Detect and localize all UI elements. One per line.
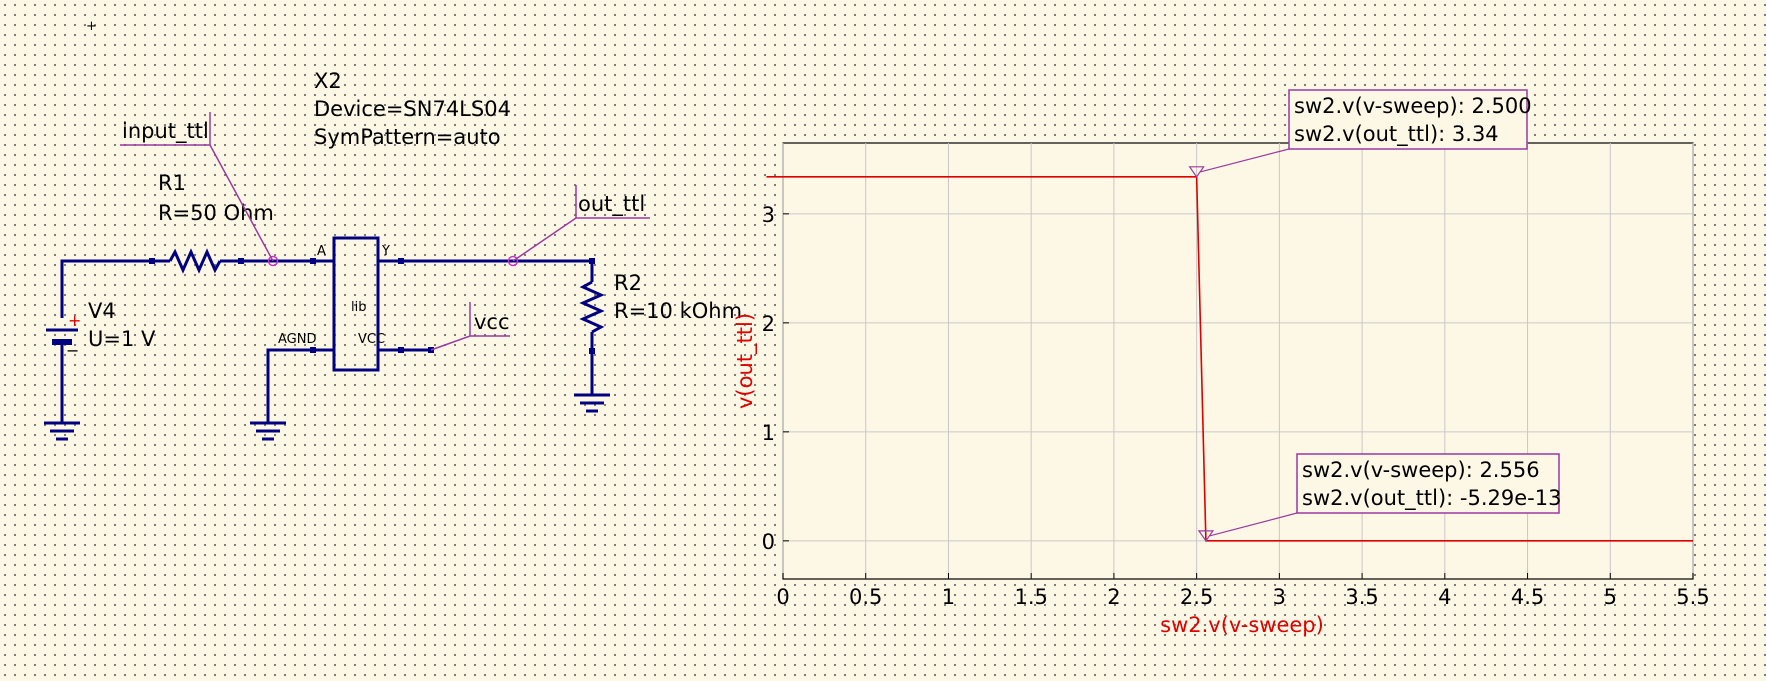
svg-text:out_ttl: out_ttl	[578, 192, 645, 217]
node-label-input-ttl[interactable]: input_ttl	[120, 112, 279, 267]
y-axis-label: v(out_ttl)	[733, 313, 758, 409]
x-tick-label: 0.5	[849, 585, 882, 609]
ground-symbol-2	[250, 418, 286, 441]
y-tick-label: 0	[762, 530, 775, 554]
x-axis-ticks: 0 0.5 1 1.5 2 2.5 3 3.5 4 4.5 5 5.5	[776, 573, 1710, 609]
x-tick-label: 3.5	[1345, 585, 1378, 609]
plot-markers[interactable]: sw2.v(v-sweep): 2.500 sw2.v(out_ttl): 3.3…	[1188, 89, 1562, 542]
x-tick-label: 0	[776, 585, 789, 609]
marker-leader	[1200, 148, 1290, 173]
node-label-vcc[interactable]: vcc	[430, 302, 510, 351]
y-tick-label: 3	[762, 203, 775, 227]
r2-param: R=10 kOhm	[614, 299, 742, 323]
cursor-crosshair: +	[86, 19, 97, 34]
marker-line1: sw2.v(v-sweep): 2.556	[1302, 458, 1540, 482]
node-label-out-ttl[interactable]: out_ttl	[507, 185, 651, 267]
ground-symbol-3	[574, 393, 610, 413]
series-line	[766, 175, 1693, 542]
y-axis-ticks: 0 1 2 3	[762, 203, 789, 554]
marker-leader	[1209, 512, 1298, 537]
marker-line1: sw2.v(v-sweep): 2.500	[1294, 94, 1532, 118]
x-tick-label: 2	[1107, 585, 1120, 609]
r1-name: R1	[158, 171, 186, 195]
schematic: + − V4 U=1 V R1 R=50 Ohm	[44, 69, 742, 441]
source-minus-sign: −	[66, 341, 79, 360]
resistor-r2[interactable]	[579, 258, 605, 395]
marker-1[interactable]: sw2.v(v-sweep): 2.500 sw2.v(out_ttl): 3.3…	[1188, 89, 1532, 178]
marker-line2: sw2.v(out_ttl): -5.29e-13	[1302, 486, 1561, 511]
resistor-r1[interactable]	[149, 248, 244, 274]
inverter-sympattern: SymPattern=auto	[314, 125, 501, 149]
x-axis-label: sw2.v(v-sweep)	[1160, 613, 1324, 637]
pin-vcc-label: VCC	[358, 332, 385, 347]
inverter-body-label: lib	[351, 300, 366, 315]
plot-series	[766, 175, 1693, 542]
x-tick-label: 1.5	[1014, 585, 1047, 609]
source-plus-sign: +	[68, 311, 81, 330]
x-tick-label: 5.5	[1676, 585, 1709, 609]
wire-source-to-r1	[60, 259, 152, 263]
inverter-name: X2	[314, 69, 342, 93]
marker-box	[1288, 89, 1528, 150]
wire-agnd-to-ground	[266, 348, 334, 418]
pin-a-label: A	[317, 244, 326, 259]
x-tick-label: 2.5	[1180, 585, 1213, 609]
x-tick-label: 5	[1604, 585, 1617, 609]
marker-triangle	[1197, 530, 1215, 542]
svg-text:input_ttl: input_ttl	[122, 119, 209, 144]
inverter-device: Device=SN74LS04	[314, 97, 511, 121]
xy-diagram[interactable]: 0 0.5 1 1.5 2 2.5 3 3.5 4 4.5 5 5.5 0 1 2 3 sw2.v(v-sw…	[733, 89, 1710, 637]
y-tick-label: 1	[762, 421, 775, 445]
source-name: V4	[88, 299, 116, 323]
plot-grid	[782, 143, 1694, 579]
y-tick-label: 2	[762, 312, 775, 336]
marker-line2: sw2.v(out_ttl): 3.34	[1294, 122, 1499, 147]
pin-y-label: Y	[381, 244, 390, 259]
r2-name: R2	[614, 271, 642, 295]
marker-2[interactable]: sw2.v(v-sweep): 2.556 sw2.v(out_ttl): -5.…	[1197, 453, 1562, 542]
x-tick-label: 4.5	[1511, 585, 1544, 609]
source-param: U=1 V	[88, 327, 156, 351]
dc-source-v4[interactable]: + −	[46, 262, 81, 418]
x-tick-label: 1	[942, 585, 955, 609]
x-tick-label: 3	[1273, 585, 1286, 609]
marker-box	[1296, 453, 1560, 514]
inverter-x2[interactable]: lib A Y AGND VCC	[278, 236, 390, 372]
x-tick-label: 4	[1438, 585, 1451, 609]
marker-triangle	[1188, 166, 1205, 178]
svg-text:vcc: vcc	[474, 310, 510, 334]
r1-param: R=50 Ohm	[158, 201, 274, 225]
ground-symbol-1	[44, 418, 80, 441]
pin-agnd-label: AGND	[278, 332, 316, 347]
